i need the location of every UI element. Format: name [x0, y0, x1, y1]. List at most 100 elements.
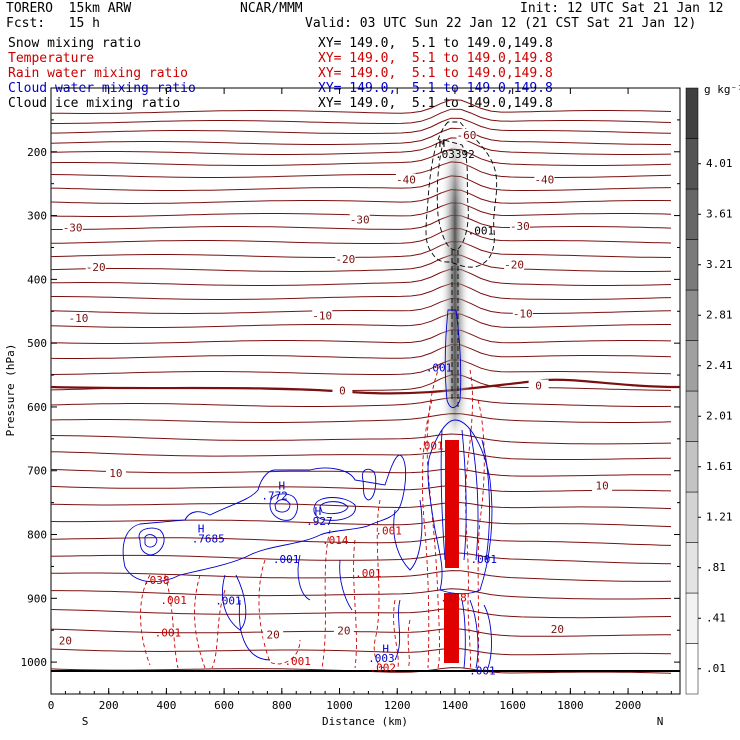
temperature-label-bg [349, 213, 370, 226]
hydrometeor-label: .03392 [435, 148, 475, 161]
legend-rain-label: Rain water mixing ratio [8, 66, 189, 81]
colorbar-segment [685, 188, 699, 240]
colorbar-segment [685, 87, 699, 139]
colorbar-label: 2.81 [706, 308, 733, 321]
colorbar-segment [685, 390, 699, 442]
temperature-label-bg [512, 307, 533, 320]
hydrometeor-label: .001 [426, 362, 453, 375]
hydrometeor-label: .001 [417, 439, 444, 452]
isotherm-line [50, 312, 671, 328]
isotherm-line [50, 501, 672, 510]
model-title: TORERO 15km ARW [6, 1, 132, 16]
isotherm-line [50, 189, 672, 204]
maximum-markers: H H H H H [198, 137, 446, 655]
x-axis-label: Distance (km) [322, 715, 408, 728]
temperature-label: -30 [63, 221, 83, 234]
temperature-label: -20 [335, 253, 355, 266]
temperature-label: 20 [551, 623, 564, 636]
temperature-label-bg [312, 309, 333, 322]
colorbar-label: .41 [706, 611, 726, 624]
temperature-label: 10 [109, 467, 122, 480]
isotherm-line [50, 359, 672, 375]
isotherm-line [51, 588, 672, 600]
temperature-label-bg [55, 634, 76, 647]
isotherm-line [50, 535, 672, 546]
isotherm-line [50, 468, 671, 477]
isotherm-line [50, 137, 672, 155]
temperature-label-bg [105, 466, 126, 479]
y-axis-tick-labels: 200 300 400 500 600 700 800 900 1000 [21, 146, 48, 669]
temperature-label-bg [332, 384, 353, 397]
temperature-label: -10 [513, 307, 533, 320]
temperature-label: -60 [457, 129, 477, 142]
max-marker: H [279, 480, 286, 493]
y-tick-label: 900 [27, 592, 47, 605]
colorbar-label: 3.61 [706, 207, 733, 220]
x-tick-label: 600 [214, 699, 234, 712]
temperature-label-bg [547, 623, 568, 636]
hydrometeor-label: .001 [468, 225, 495, 238]
colorbar-segment [685, 441, 699, 493]
colorbar-label: 3.21 [706, 258, 733, 271]
temperature-label: 0 [535, 380, 542, 393]
isotherm-line [50, 329, 672, 344]
x-tick-label: 0 [48, 699, 55, 712]
x-tick-label: 800 [272, 699, 292, 712]
hydrometeor-label: .001 [160, 594, 187, 607]
hydrometeor-label: .927 [306, 515, 333, 528]
isotherm-line [50, 450, 672, 460]
colorbar-segment [685, 289, 699, 341]
max-marker: H [315, 505, 322, 518]
axis-ticks [50, 88, 680, 695]
isotherm-line [50, 552, 672, 565]
colorbar-label: 1.21 [706, 510, 733, 523]
colorbar-unit: g kg⁻¹ [704, 83, 740, 96]
isotherm-line [51, 108, 672, 124]
temperature-label: -40 [534, 173, 554, 186]
isotherm-line [50, 608, 672, 619]
temperature-label-bg [335, 253, 356, 266]
temperature-label-bg [528, 379, 549, 392]
hydrometeor-label: .002 [370, 661, 397, 674]
colorbar-label: 2.41 [706, 359, 733, 372]
y-tick-label: 200 [27, 146, 47, 159]
legend-temperature-xy: XY= 149.0, 5.1 to 149.0,149.8 [318, 51, 553, 66]
isotherm-line [50, 175, 672, 191]
hydrometeor-label: .014 [322, 534, 349, 547]
isotherm-line [50, 241, 672, 258]
hydrometeor-label: .001 [471, 553, 498, 566]
isotherm-line [50, 344, 672, 359]
colorbar-label: .81 [706, 561, 726, 574]
forecast-hour: Fcst: 15 h [6, 16, 100, 31]
cloud-water-contours [122, 309, 493, 669]
temperature-label: -30 [510, 220, 530, 233]
isotherm-line [50, 127, 671, 145]
temperature-label-bg [68, 311, 89, 324]
legend-temperature-label: Temperature [8, 51, 95, 66]
temperature-label-bg [534, 173, 555, 186]
isotherm-line [50, 518, 672, 528]
temperature-label: 20 [267, 628, 280, 641]
colorbar-label: .01 [706, 662, 726, 675]
isotherm-line [50, 484, 672, 492]
legend-snow-label: Snow mixing ratio [8, 36, 142, 51]
isotherm-line [50, 99, 672, 114]
north-end-label: N [657, 715, 664, 728]
isotherm-line [51, 214, 672, 230]
x-tick-label: 1000 [326, 699, 353, 712]
legend-cloud-ice-label: Cloud ice mixing ratio [8, 96, 181, 111]
colorbar-segment [685, 340, 699, 392]
temperature-label-bg [504, 258, 525, 271]
temperature-label-bg [509, 220, 530, 233]
y-tick-label: 300 [27, 210, 47, 223]
colorbar-segment [685, 491, 699, 543]
y-tick-label: 700 [27, 465, 47, 478]
colorbar-segment [685, 542, 699, 594]
temperature-label: -10 [312, 309, 332, 322]
temperature-label-bg [62, 221, 83, 234]
colorbar-segment [685, 643, 699, 695]
y-tick-label: 500 [27, 337, 47, 350]
x-tick-label: 400 [156, 699, 176, 712]
temperature-label: 10 [595, 480, 608, 493]
temperature-label-bg [456, 128, 477, 141]
